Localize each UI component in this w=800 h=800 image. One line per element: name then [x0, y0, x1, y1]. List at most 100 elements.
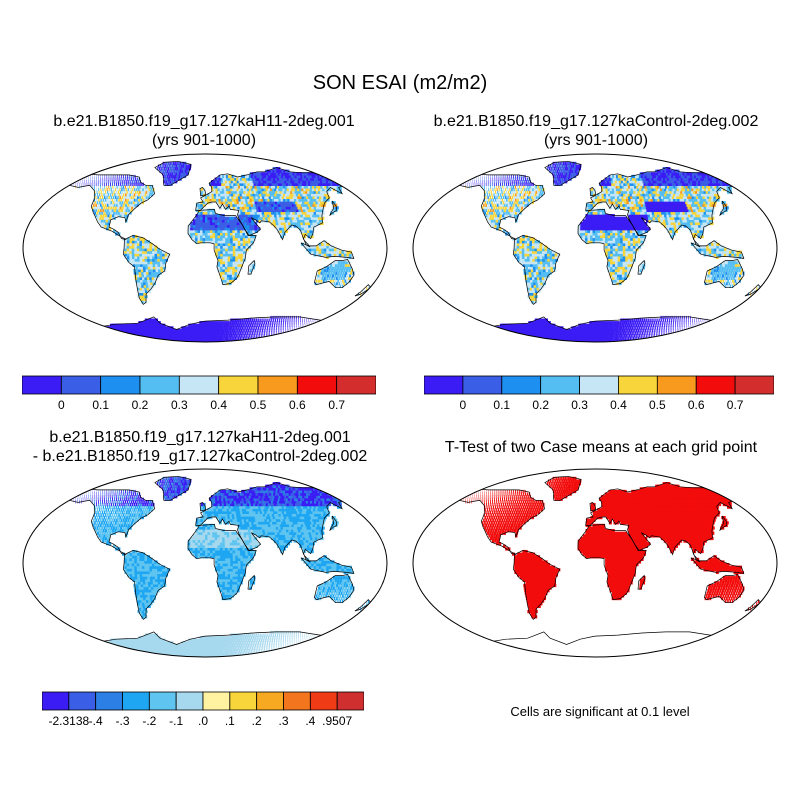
grid-cell — [752, 289, 754, 293]
grid-cell — [343, 253, 347, 257]
grid-cell — [155, 339, 159, 342]
grid-cell — [174, 174, 177, 179]
grid-cell — [259, 339, 261, 342]
grid-cell — [259, 195, 264, 199]
grid-cell — [133, 198, 136, 202]
grid-cell — [139, 295, 144, 299]
grid-cell — [588, 336, 591, 340]
grid-cell — [676, 318, 678, 322]
grid-cell — [249, 268, 253, 273]
grid-cell — [244, 336, 246, 340]
grid-cell — [622, 318, 625, 322]
grid-cell — [620, 326, 623, 330]
grid-cell — [479, 334, 485, 338]
grid-cell — [239, 263, 243, 267]
grid-cell — [186, 172, 189, 176]
grid-cell — [227, 185, 231, 189]
grid-cell — [316, 276, 319, 280]
grid-cell — [203, 328, 206, 333]
grid-cell — [642, 321, 645, 325]
grid-cell — [197, 237, 201, 241]
grid-cell — [231, 331, 233, 335]
grid-cell — [91, 328, 97, 333]
grid-cell — [318, 248, 322, 252]
grid-cell — [78, 323, 84, 327]
grid-cell — [84, 326, 90, 330]
grid-cell — [185, 328, 189, 333]
grid-cell — [117, 201, 119, 205]
grid-cell — [311, 206, 316, 210]
grid-cell — [217, 234, 221, 239]
grid-cell — [222, 229, 226, 233]
grid-cell — [272, 180, 277, 184]
grid-cell — [256, 174, 261, 179]
grid-cell — [232, 318, 235, 322]
grid-cell — [660, 315, 662, 320]
grid-cell — [234, 232, 239, 236]
grid-cell — [205, 195, 208, 199]
grid-cell — [247, 177, 252, 181]
grid-cell — [186, 334, 190, 338]
grid-cell — [197, 216, 201, 220]
grid-cell — [129, 203, 132, 207]
grid-cell — [147, 240, 151, 244]
grid-cell — [608, 323, 611, 327]
grid-cell — [173, 172, 176, 176]
grid-cell — [626, 318, 628, 322]
grid-cell — [269, 328, 270, 333]
grid-cell — [161, 164, 163, 168]
grid-cell — [612, 321, 615, 325]
grid-cell — [252, 185, 256, 189]
grid-cell — [241, 331, 243, 335]
grid-cell — [283, 201, 288, 205]
grid-cell — [131, 177, 133, 181]
grid-cell — [106, 195, 108, 199]
grid-cell — [732, 279, 734, 283]
grid-cell — [137, 339, 142, 342]
grid-cell — [261, 328, 263, 333]
grid-cell — [738, 268, 741, 273]
grid-cell — [663, 323, 665, 327]
grid-cell — [177, 161, 180, 166]
grid-cell — [210, 328, 213, 333]
grid-cell — [614, 339, 616, 342]
grid-cell — [624, 274, 628, 278]
panel-title-case1: b.e21.B1850.f19_g17.127kaH11-2deg.001 (y… — [14, 112, 394, 150]
grid-cell — [205, 331, 208, 335]
grid-cell — [274, 201, 279, 205]
grid-cell — [257, 187, 261, 192]
grid-cell — [298, 224, 303, 228]
grid-cell — [169, 167, 171, 171]
grid-cell — [725, 276, 728, 280]
grid-cell — [101, 193, 103, 197]
grid-cell — [545, 326, 550, 330]
grid-cell — [112, 206, 115, 210]
grid-cell — [158, 331, 162, 335]
grid-cell — [231, 198, 235, 202]
grid-cell — [125, 180, 127, 184]
grid-cell — [96, 211, 99, 215]
grid-cell — [714, 274, 717, 278]
grid-cell — [305, 203, 310, 207]
grid-cell — [678, 315, 680, 320]
grid-cell — [227, 321, 230, 325]
grid-cell — [280, 219, 284, 223]
grid-cell — [257, 334, 259, 338]
grid-cell — [245, 328, 248, 333]
grid-cell — [238, 177, 242, 181]
grid-cell — [294, 195, 300, 199]
grid-cell — [321, 242, 325, 246]
panel-title-diff-line1: b.e21.B1850.f19_g17.127kaH11-2deg.001 — [49, 429, 351, 446]
grid-cell — [468, 323, 474, 327]
grid-cell — [531, 292, 535, 296]
coastline — [199, 186, 207, 197]
grid-cell — [599, 336, 603, 340]
grid-cell — [634, 331, 637, 335]
grid-cell — [220, 195, 224, 199]
grid-cell — [588, 331, 591, 335]
grid-cell — [251, 227, 256, 231]
grid-cell — [521, 339, 526, 342]
grid-cell — [730, 271, 733, 275]
grid-cell — [129, 255, 133, 260]
grid-cell — [224, 174, 227, 179]
